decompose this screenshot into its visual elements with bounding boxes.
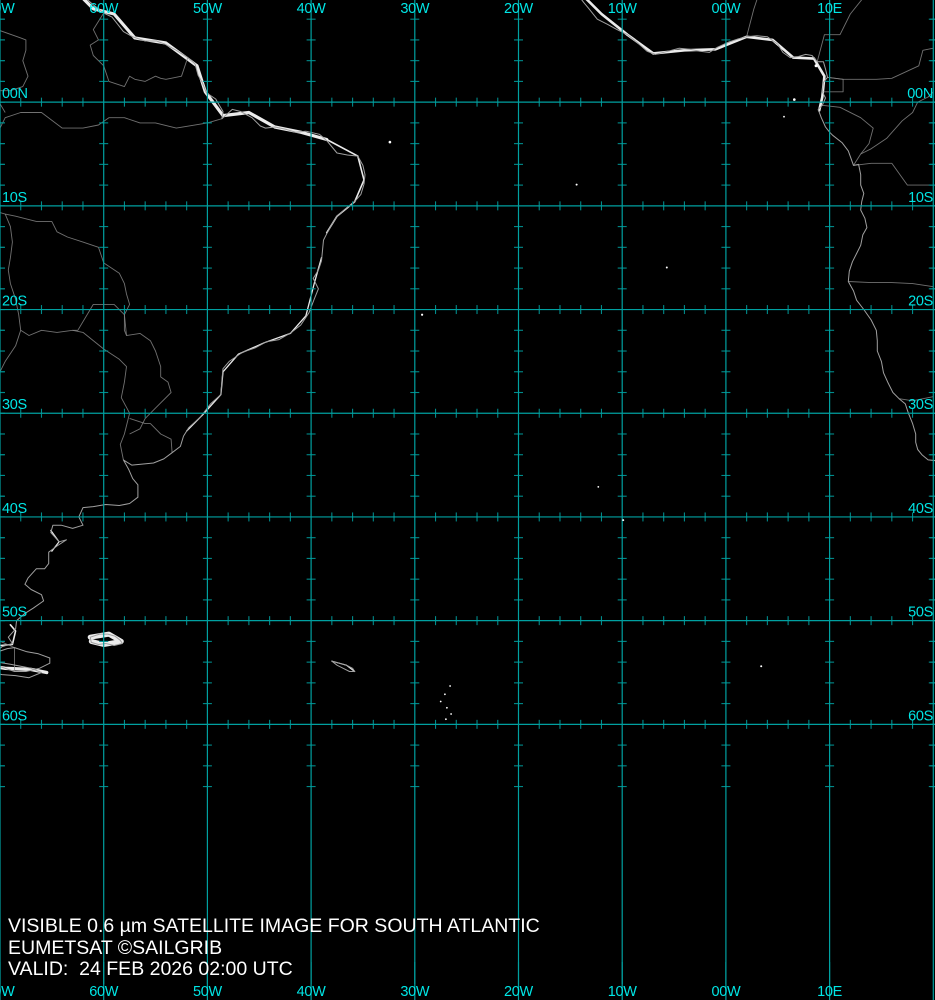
island-marker: [421, 313, 424, 316]
country-border: [89, 12, 189, 88]
country-border: [129, 417, 173, 453]
latitude-label-left: 30S: [2, 397, 27, 413]
longitude-label-bottom: 40W: [297, 984, 327, 1000]
country-border: [822, 104, 874, 155]
country-border: [816, 0, 863, 62]
latitude-label-left: 00N: [2, 86, 28, 102]
longitude-label-top: 10W: [608, 1, 638, 17]
cloud-band: [585, 0, 826, 112]
country-border: [827, 47, 934, 80]
island-marker: [450, 713, 452, 715]
coastline-layer: [0, 0, 935, 679]
island-marker: [575, 183, 578, 186]
latitude-label-left: 10S: [2, 190, 27, 206]
island-marker: [446, 706, 448, 709]
latitude-label-right: 20S: [908, 294, 933, 310]
longitude-label-bottom: 70W: [0, 984, 15, 1000]
longitude-label-top: 50W: [193, 1, 223, 17]
island-marker: [665, 266, 668, 269]
coastline: [0, 647, 51, 672]
country-border: [0, 112, 223, 435]
country-border: [823, 76, 844, 93]
island-marker: [445, 718, 447, 721]
latitude-label-right: 50S: [908, 605, 933, 621]
island-marker: [439, 700, 442, 703]
coastline: [89, 633, 123, 646]
island-marker: [814, 64, 818, 68]
island-marker: [622, 519, 625, 522]
latitude-label-left: 40S: [2, 501, 27, 517]
island-marker: [388, 140, 392, 144]
coastline: [581, 0, 935, 462]
longitude-label-top: 60W: [89, 1, 119, 17]
longitude-label-top: 00W: [711, 1, 741, 17]
country-border: [848, 281, 934, 288]
island-marker: [783, 115, 785, 118]
country-border: [853, 91, 934, 166]
longitude-label-bottom: 10W: [608, 984, 638, 1000]
longitude-label-bottom: 50W: [193, 984, 223, 1000]
longitude-label-bottom: 30W: [400, 984, 430, 1000]
latitude-label-left: 20S: [2, 294, 27, 310]
island-marker: [760, 665, 763, 668]
longitude-label-bottom: 00W: [711, 984, 741, 1000]
island-marker: [449, 685, 451, 687]
country-border: [0, 30, 29, 113]
latitude-label-right: 30S: [908, 397, 933, 413]
longitude-label-bottom: 10E: [817, 984, 843, 1000]
latitude-label-right: 40S: [908, 501, 933, 517]
island-marker: [444, 693, 446, 696]
latitude-label-right: 10S: [908, 190, 933, 206]
longitude-label-top: 40W: [297, 1, 327, 17]
longitude-label-top: 20W: [504, 1, 534, 17]
cloud-band: [82, 0, 329, 142]
latitude-label-right: 00N: [907, 86, 933, 102]
cloud-band: [186, 257, 323, 432]
island-marker: [793, 98, 796, 101]
island-marker: [597, 486, 600, 488]
country-border: [899, 396, 934, 402]
longitude-label-bottom: 20W: [504, 984, 534, 1000]
coastline: [331, 660, 356, 672]
longitude-label-top: 70W: [0, 1, 15, 17]
country-border: [746, 0, 758, 37]
latitude-label-left: 50S: [2, 605, 27, 621]
longitude-label-bottom: 60W: [89, 984, 119, 1000]
coastline: [0, 0, 366, 679]
island-dot-layer: [388, 64, 818, 721]
latitude-label-left: 60S: [2, 708, 27, 724]
latitude-label-right: 60S: [908, 708, 933, 724]
longitude-label-top: 10E: [817, 1, 843, 17]
longitude-label-top: 30W: [400, 1, 430, 17]
